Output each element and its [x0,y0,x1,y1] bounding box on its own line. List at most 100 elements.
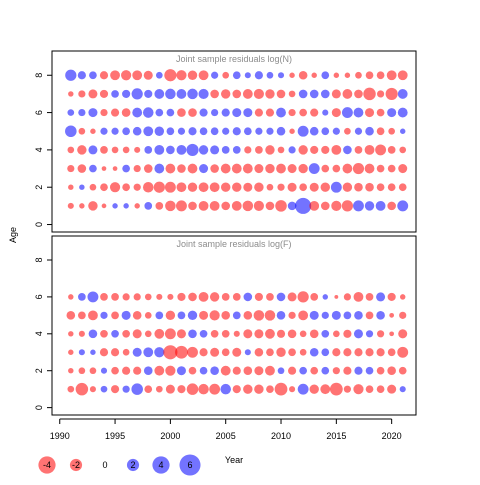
residual-bubble [386,70,397,81]
residual-bubble [111,293,119,301]
residual-bubble [276,311,286,320]
residual-bubble [387,292,396,301]
residual-bubble [222,71,230,79]
residual-bubble [231,200,242,211]
residual-bubble [131,383,143,395]
residual-bubble [363,87,376,101]
residual-bubble [88,310,98,321]
residual-bubble [331,144,342,155]
residual-bubble [199,108,208,117]
x-tick-label: 2005 [216,431,236,441]
residual-bubble [254,366,264,376]
residual-bubble [144,202,153,210]
residual-bubble [287,201,297,211]
residual-bubble [243,329,253,339]
residual-bubble [100,183,108,192]
residual-bubble [376,292,386,302]
residual-bubble [400,128,406,134]
residual-bubble [289,72,295,78]
residual-bubble [253,88,264,100]
residual-bubble [100,367,108,374]
residual-bubble [198,291,209,302]
residual-bubble [211,108,219,117]
residual-bubble [365,126,374,136]
residual-bubble [354,89,363,99]
residual-bubble [353,329,363,339]
residual-bubble [199,310,209,320]
residual-bubble [287,329,297,339]
residual-bubble [176,366,186,376]
residual-bubble [343,329,352,338]
residual-bubble [77,145,87,155]
residual-bubble [354,127,363,135]
panel-2: Joint sample residuals log(F) 0 2 4 6 8 [34,235,417,416]
residual-bubble [354,348,363,357]
residual-bubble [321,164,330,173]
residual-bubble [309,384,319,394]
panel-frame [51,235,417,416]
residual-bubble [376,164,385,173]
residual-bubble [353,107,364,118]
residual-bubble [265,328,275,339]
residual-bubble [90,128,96,134]
residual-bubble [222,127,230,135]
residual-bubble [154,163,165,174]
residual-bubble [320,201,330,211]
residual-bubble [320,384,331,395]
residual-bubble [288,108,296,117]
residual-bubble [88,145,98,155]
residual-bubble [354,366,363,375]
residual-bubble [110,108,120,117]
residual-bubble [232,293,241,301]
residual-bubble [365,293,374,301]
residual-bubble [78,330,85,337]
residual-bubble [254,164,264,174]
residual-bubble [297,383,309,395]
residual-bubble [132,311,142,320]
residual-bubble [220,383,231,395]
residual-bubble [188,366,197,375]
residual-bubble [75,382,89,396]
residual-bubble [210,329,219,338]
residual-bubble [332,127,340,135]
residual-bubble [221,293,230,301]
residual-bubble [210,347,220,357]
residual-bubble [277,146,285,154]
residual-bubble [376,366,385,375]
residual-bubble [321,127,330,136]
residual-bubble [265,365,275,376]
y-tick-label: 6 [34,110,44,115]
residual-bubble [100,108,108,117]
residual-bubble [376,183,385,192]
residual-bubble [254,108,263,117]
residual-bubble [165,163,176,174]
residual-bubble [376,127,385,136]
residual-bubble [344,72,351,78]
residual-bubble [210,127,219,136]
x-tick-label: 1995 [105,431,125,441]
residual-bubble [79,203,85,209]
residual-bubble [177,127,186,135]
residual-bubble [100,146,108,154]
legend-label: 2 [130,460,135,470]
residual-bubble [343,348,352,357]
residual-bubble [176,329,186,339]
residual-bubble [322,109,329,116]
residual-bubble [289,128,295,134]
residual-bubble [68,184,74,190]
residual-bubble [132,126,142,136]
residual-bubble [232,89,242,99]
residual-bubble [309,89,319,99]
residual-bubble [88,201,98,211]
residual-bubble [68,349,74,355]
residual-bubble [221,108,230,117]
residual-bubble [221,329,230,338]
residual-bubble [344,127,351,135]
residual-bubble [121,108,131,117]
residual-bubble [90,349,96,355]
residual-bubble [164,69,177,82]
legend-bubble [179,454,201,476]
panel-title: Joint sample residuals log(N) [176,54,292,64]
residual-bubble [187,70,198,80]
